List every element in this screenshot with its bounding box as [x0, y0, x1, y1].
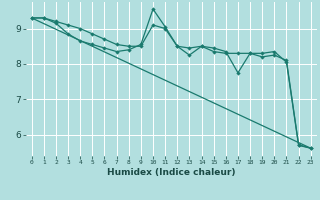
X-axis label: Humidex (Indice chaleur): Humidex (Indice chaleur)	[107, 168, 236, 177]
